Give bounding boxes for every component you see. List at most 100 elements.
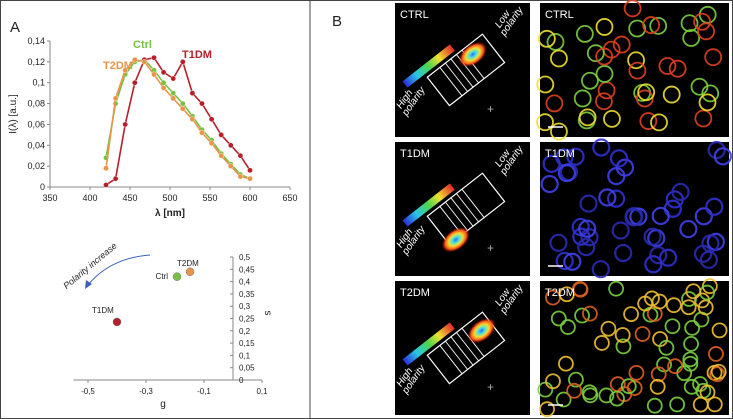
cell (669, 396, 686, 413)
cell (651, 206, 670, 226)
x-axis-label: g (160, 399, 166, 410)
series-label: Ctrl (133, 39, 152, 51)
marker (189, 116, 196, 123)
cell (539, 401, 555, 418)
x-tick-label: 550 (202, 193, 217, 203)
cell (550, 49, 568, 68)
y-tick-label: 0,1 (32, 78, 45, 88)
grid-line (445, 62, 468, 92)
cell (595, 18, 614, 36)
cell (668, 59, 687, 78)
plus: + (487, 102, 494, 116)
series-label: T1DM (182, 49, 212, 61)
cell (572, 280, 588, 297)
y-tick-label: 0,35 (239, 290, 255, 299)
y-tick-label: 0,2 (239, 327, 251, 336)
grid-line (445, 201, 468, 231)
marker (199, 100, 205, 107)
cell (540, 174, 559, 194)
cell (545, 94, 564, 113)
marker (170, 95, 176, 102)
point-label: T2DM (177, 259, 199, 268)
marker (218, 132, 224, 138)
marker (131, 79, 138, 86)
cell (682, 29, 701, 47)
cell (591, 260, 610, 279)
cell (550, 310, 567, 327)
cell (649, 378, 666, 395)
cell (649, 246, 668, 265)
cell (705, 197, 724, 216)
line (105, 56, 251, 186)
cell (560, 319, 576, 335)
point (112, 317, 122, 327)
y-tick-label: 0,1 (239, 351, 251, 360)
cell (578, 108, 597, 127)
cell (577, 238, 596, 257)
cell (646, 397, 663, 414)
cell (586, 44, 605, 63)
grid-line (456, 332, 479, 362)
marker (227, 163, 234, 169)
cell (697, 299, 714, 316)
image-label: T2DM (545, 287, 575, 299)
marker (160, 69, 167, 76)
cell (658, 339, 675, 356)
cell (690, 77, 709, 96)
grid-line (450, 197, 474, 227)
marker (141, 59, 148, 65)
y-tick-label: 0,14 (27, 36, 45, 46)
marker (103, 165, 109, 172)
cell (683, 378, 700, 395)
cell (536, 113, 554, 132)
cell (650, 366, 667, 383)
marker (112, 95, 119, 102)
grid-box (426, 33, 506, 107)
cell (600, 320, 617, 337)
arrow-head (85, 280, 92, 289)
cell (594, 335, 610, 351)
x-tick-label: 0,1 (256, 387, 268, 396)
x-tick-label: -0,1 (197, 387, 211, 396)
x-axis-label: λ [nm] (155, 208, 185, 219)
marker (208, 116, 215, 123)
color-bar (402, 44, 455, 88)
grid-line (439, 345, 463, 375)
marker (218, 152, 224, 159)
cell (573, 89, 592, 108)
x-tick-label: 350 (42, 193, 57, 203)
cell (623, 0, 642, 18)
cell (592, 138, 611, 157)
cell (671, 182, 690, 202)
marker (227, 142, 234, 149)
y-tick-label: 0,25 (239, 315, 255, 324)
cell (710, 363, 727, 380)
cell (711, 322, 728, 339)
cell (662, 85, 681, 104)
cell (628, 19, 647, 38)
series-label: T2DM (103, 60, 133, 72)
marker (122, 121, 128, 128)
x-tick-label: 450 (122, 193, 137, 203)
cell (685, 283, 702, 300)
y-tick-label: 0 (239, 376, 244, 385)
cell (606, 189, 626, 208)
y-tick-label: 0 (40, 182, 45, 192)
cell (707, 141, 726, 160)
marker (237, 173, 244, 180)
y-tick-label: 0,05 (239, 364, 255, 373)
point-label: Ctrl (156, 272, 169, 281)
phasor-overlay (402, 172, 506, 253)
y-tick-label: 0,08 (27, 99, 45, 109)
image-label: CTRL (545, 9, 574, 21)
marker (103, 182, 109, 188)
marker (247, 175, 253, 182)
plus: + (487, 380, 494, 394)
cell (624, 208, 643, 227)
point (185, 267, 195, 277)
grid-box (426, 172, 506, 246)
cell (566, 382, 583, 399)
cell (582, 305, 598, 322)
cell (713, 147, 732, 166)
